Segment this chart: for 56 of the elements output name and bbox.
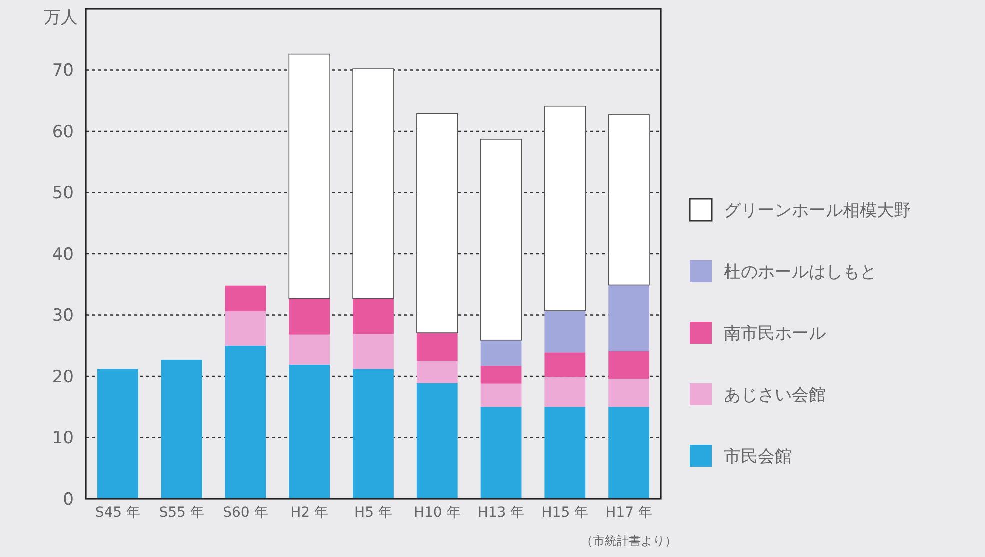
- bar: [416, 383, 458, 499]
- bar: [416, 113, 458, 334]
- bar: [480, 407, 522, 499]
- bar: [608, 285, 650, 352]
- bar: [352, 68, 394, 300]
- bar: [225, 286, 266, 312]
- bar: [608, 378, 650, 408]
- bar: [480, 139, 522, 341]
- bar: [608, 407, 650, 499]
- bar: [544, 377, 586, 408]
- legend-label: あじさい会館: [724, 385, 826, 406]
- x-tick-label: H15 年: [542, 505, 589, 521]
- x-tick-label: S60 年: [223, 505, 268, 521]
- x-tick-label: H17 年: [606, 505, 652, 521]
- legend-label: 市民会館: [724, 446, 792, 467]
- bar: [544, 310, 586, 353]
- bar: [544, 352, 586, 378]
- bar: [480, 384, 522, 408]
- x-tick-label: H13 年: [478, 505, 525, 521]
- bar: [480, 366, 522, 384]
- bar: [225, 312, 266, 346]
- bar: [544, 106, 586, 312]
- x-tick-label: H5 年: [354, 505, 392, 521]
- y-tick-label: 70: [52, 61, 74, 82]
- bar: [161, 360, 202, 499]
- bar: [608, 351, 650, 379]
- bar: [225, 346, 266, 499]
- y-tick-label: 60: [52, 122, 74, 142]
- y-tick-label: 10: [52, 428, 74, 449]
- bar: [98, 369, 138, 499]
- bar: [289, 364, 330, 499]
- bar: [353, 369, 394, 499]
- x-tick-label: S45 年: [95, 505, 141, 521]
- y-tick-label: 50: [52, 184, 74, 204]
- legend-label: 杜のホールはしもと: [724, 262, 877, 282]
- bar: [416, 361, 458, 384]
- bar: [480, 340, 522, 366]
- bar: [353, 298, 394, 334]
- legend-label: グリーンホール相模大野: [724, 200, 911, 221]
- bar: [608, 114, 650, 286]
- bar: [353, 334, 394, 370]
- legend-label: 南市民ホール: [724, 324, 826, 344]
- x-tick-label: H2 年: [290, 505, 329, 521]
- bar: [289, 334, 330, 365]
- bar: [288, 54, 330, 300]
- y-tick-label: 20: [52, 367, 74, 388]
- y-tick-label: 40: [52, 244, 74, 265]
- bar: [416, 333, 458, 362]
- x-tick-label: H10 年: [414, 505, 461, 521]
- text: （市統計書より）: [581, 534, 677, 548]
- bar: [544, 407, 586, 499]
- y-tick-label: 30: [52, 306, 74, 326]
- y-tick-label: 0: [63, 490, 74, 510]
- bar: [289, 298, 330, 335]
- y-axis-title: 万人: [44, 8, 78, 28]
- x-tick-label: S55 年: [159, 505, 204, 521]
